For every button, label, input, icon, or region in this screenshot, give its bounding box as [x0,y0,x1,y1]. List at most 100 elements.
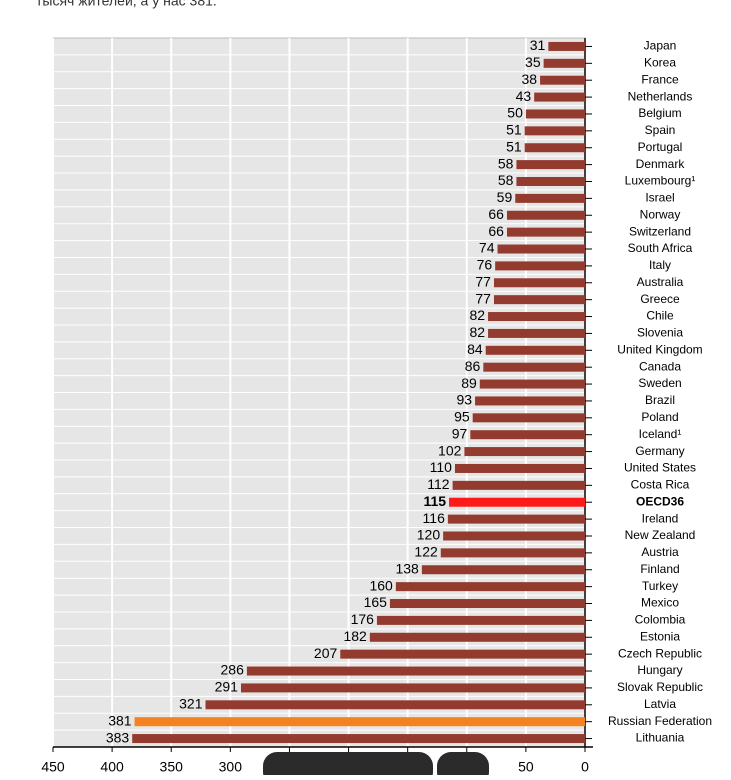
bar [524,126,585,136]
category-label: Czech Republic [618,646,702,660]
value-label: 50 [507,105,523,121]
bar [340,649,585,659]
category-label: Slovenia [637,326,683,340]
bar [389,599,585,609]
category-label: Belgium [638,106,681,120]
caption: тысяч жителей, а у нас 381. [36,0,217,9]
value-label: 93 [456,392,472,408]
bar [488,312,585,322]
bar [493,295,585,305]
toolbar [263,752,433,780]
value-label: 207 [314,645,338,661]
value-label: 58 [498,172,514,188]
bar [240,683,585,693]
value-label: 321 [179,696,203,712]
category-label: Lithuania [636,731,685,745]
category-label: Latvia [644,697,676,711]
category-label: Australia [637,275,684,289]
x-tick-label: 300 [219,759,243,775]
bar [472,413,585,423]
value-label: 89 [461,375,477,391]
category-label: Russian Federation [608,714,712,728]
bar [479,379,585,389]
bar [488,328,585,338]
value-label: 82 [469,324,485,340]
bar [516,160,585,170]
x-tick-label: 400 [100,759,124,775]
bar [493,278,585,288]
value-label: 110 [430,459,453,475]
category-label: United States [624,461,696,475]
value-label: 84 [467,341,483,357]
bar [543,58,585,68]
value-label: 176 [351,611,375,627]
bar [395,582,585,592]
category-label: Japan [644,39,677,53]
category-label: Hungary [637,663,682,677]
bar [515,193,585,203]
category-label: France [641,72,679,86]
value-label: 115 [423,493,446,509]
value-label: 43 [516,88,532,104]
value-label: 165 [364,594,388,610]
bar [447,514,585,524]
category-label: Luxembourg¹ [625,174,696,188]
bar [246,666,585,676]
value-label: 66 [488,223,504,239]
x-tick-label: 50 [518,759,534,775]
bar [475,396,585,406]
category-label: Ireland [642,511,679,525]
bar [369,632,585,642]
category-label: Estonia [640,629,680,643]
value-label: 383 [106,729,130,745]
category-label: Portugal [638,140,683,154]
value-label: 82 [469,307,485,323]
category-label: Canada [639,359,681,373]
value-label: 182 [343,628,367,644]
value-label: 51 [506,122,522,138]
x-tick-label: 0 [581,759,589,775]
category-label: Israel [645,191,674,205]
bar [497,244,585,254]
category-label: Germany [635,444,684,458]
value-label: 95 [454,409,470,425]
x-tick-label: 350 [160,759,184,775]
value-label: 102 [438,442,462,458]
value-label: 86 [465,358,481,374]
bar [485,345,585,355]
category-label: Poland [641,410,678,424]
bar [443,531,585,541]
category-label: Sweden [638,376,681,390]
value-label: 116 [423,510,446,526]
value-label: 51 [506,138,522,154]
bar [205,700,586,710]
category-label: Switzerland [629,224,691,238]
value-label: 31 [530,37,546,53]
category-label: Italy [649,258,671,272]
value-label: 35 [525,54,541,70]
bar [495,261,585,271]
x-tick-label: 450 [41,759,65,775]
bar [506,210,585,220]
category-label: Chile [646,309,674,323]
category-label: Greece [640,292,680,306]
value-label: 74 [479,240,495,256]
toolbar-close [437,752,489,780]
category-label: Colombia [635,613,686,627]
bar [449,497,585,507]
value-label: 77 [475,290,491,306]
value-label: 76 [477,257,493,273]
bar [516,176,585,186]
bar [134,717,585,727]
bar [534,92,585,102]
bar [464,447,585,457]
value-label: 58 [498,155,514,171]
category-label: Denmark [636,157,686,171]
value-label: 59 [497,189,513,205]
category-label: Finland [640,562,679,576]
value-label: 291 [215,679,239,695]
bar [470,430,585,440]
bar [524,143,585,153]
bar [483,362,585,372]
